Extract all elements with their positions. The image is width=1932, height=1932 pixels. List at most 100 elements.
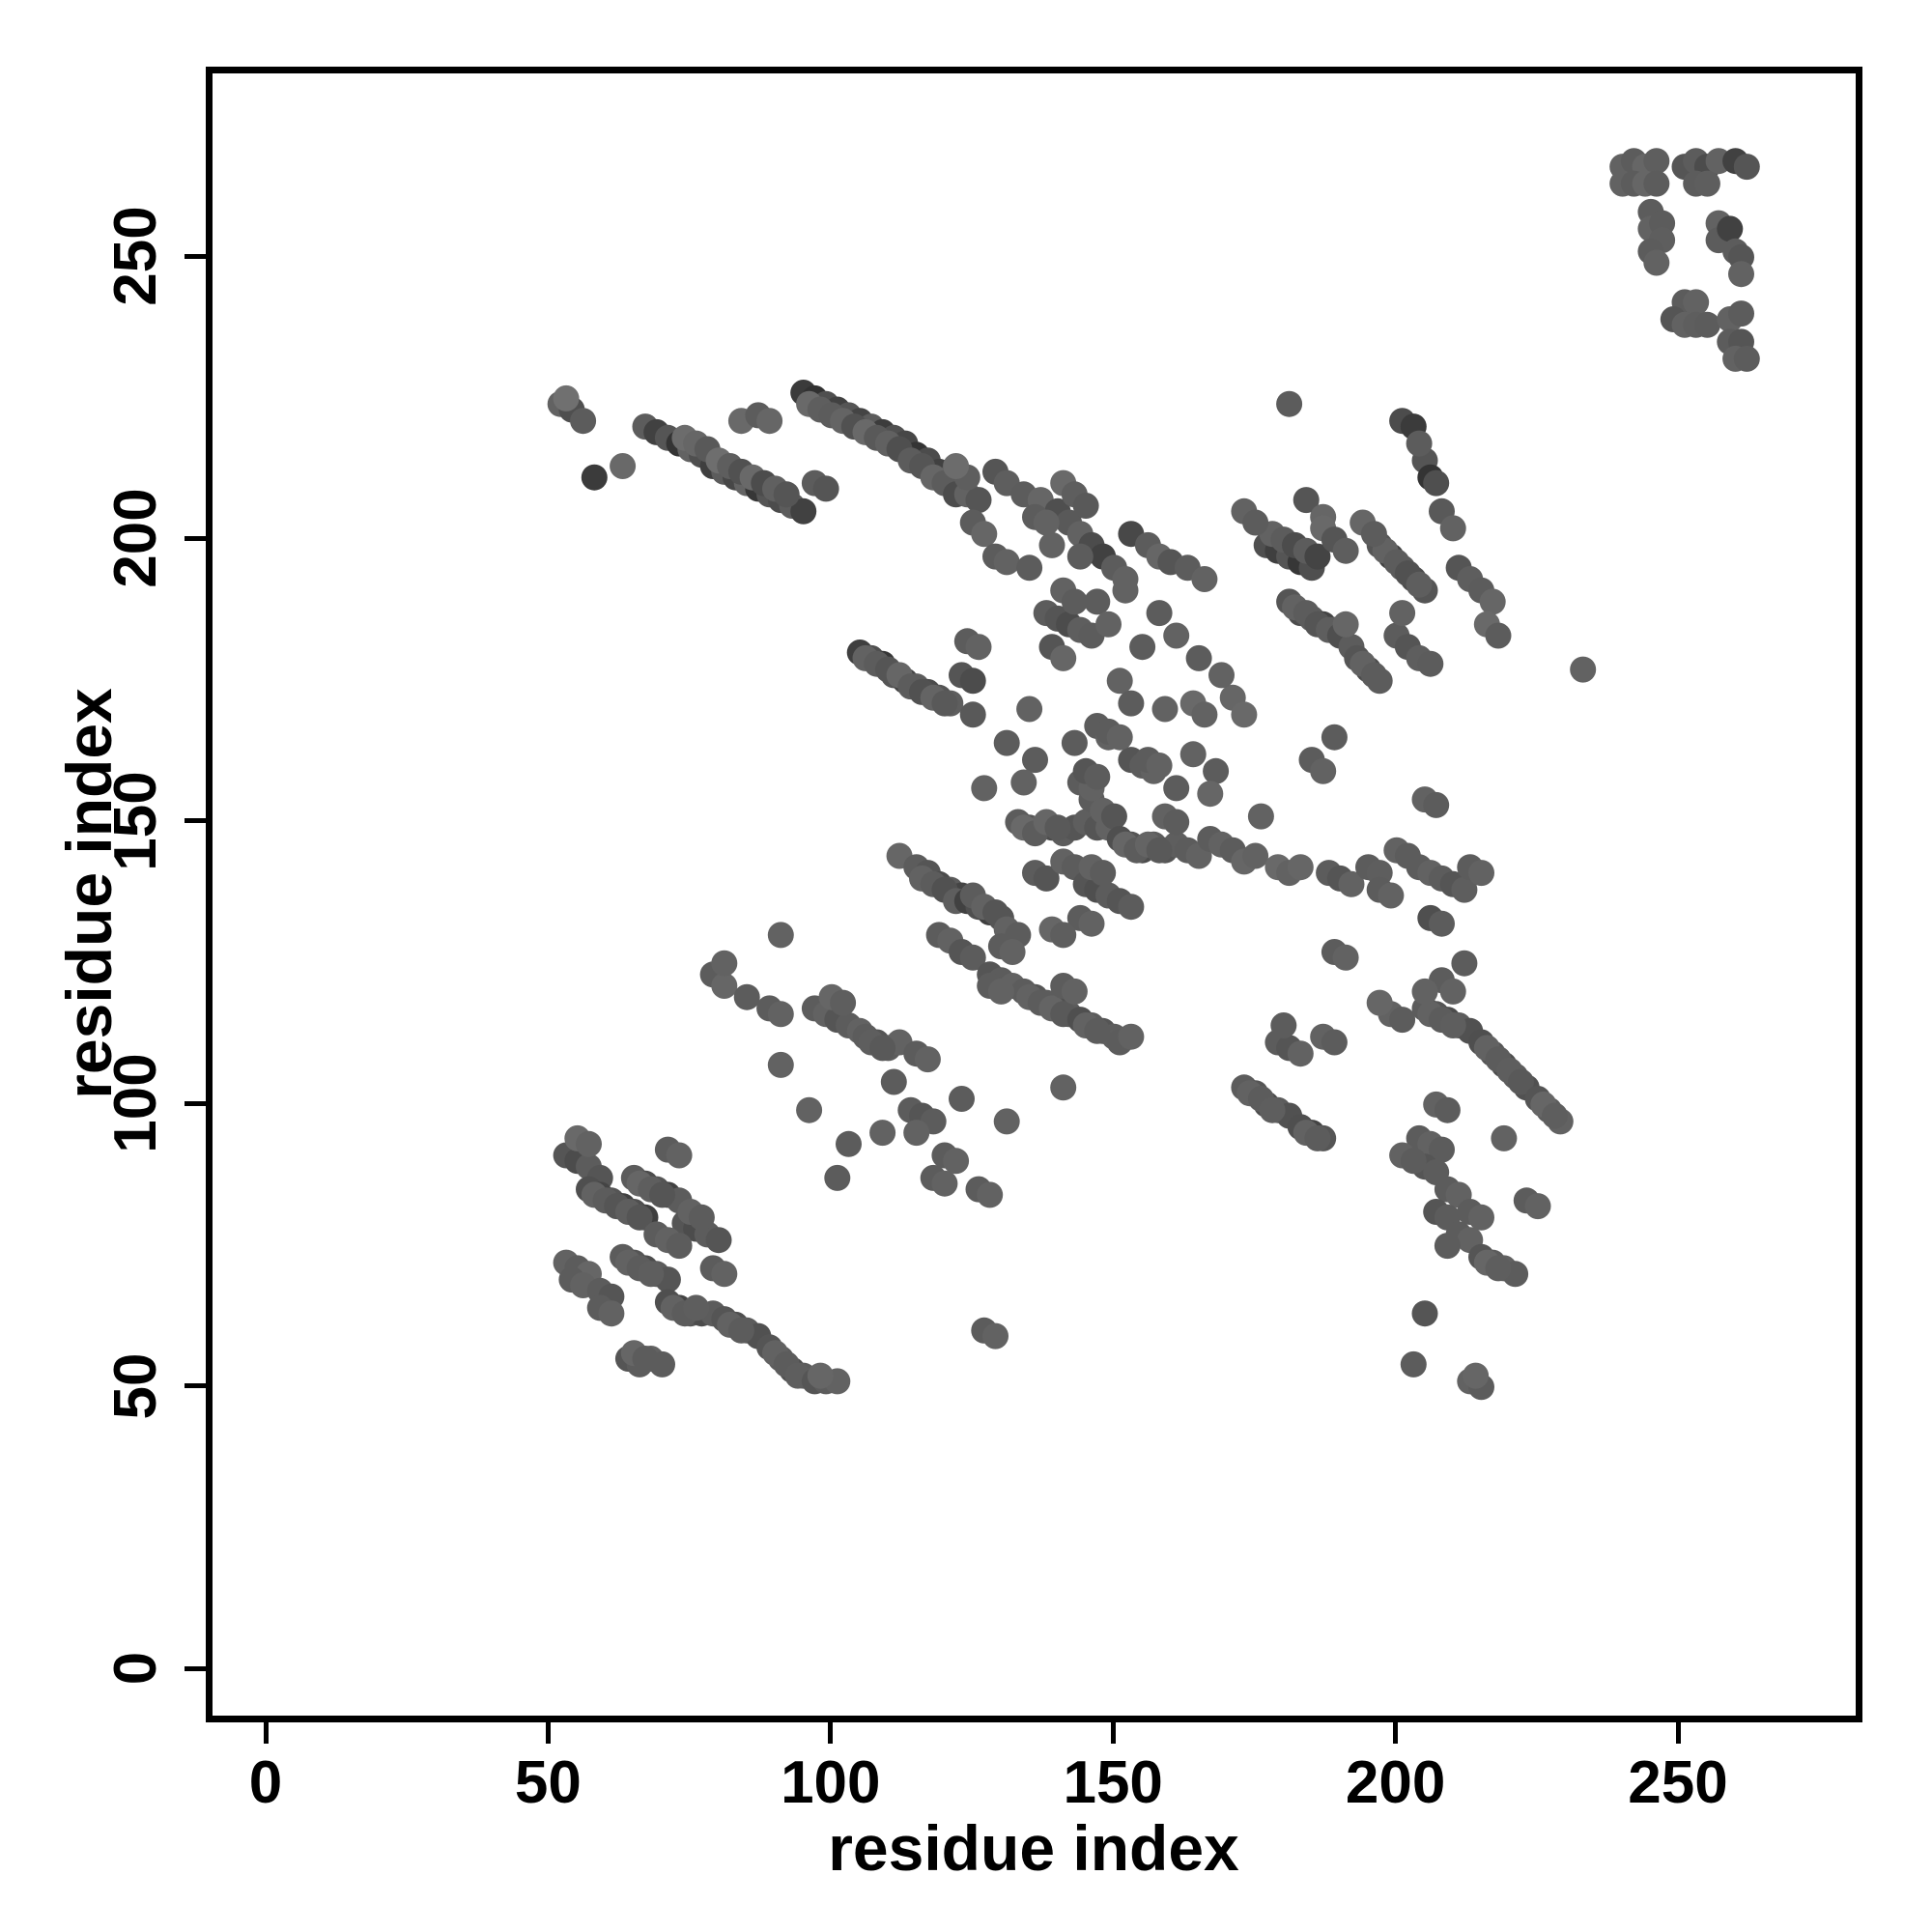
data-point xyxy=(1084,588,1111,615)
y-axis-tick xyxy=(185,1383,206,1389)
x-axis-tick xyxy=(1675,1722,1681,1744)
data-point xyxy=(965,634,992,661)
data-point xyxy=(666,1233,693,1260)
y-axis-tick xyxy=(185,1665,206,1671)
data-point xyxy=(1203,757,1230,784)
data-point xyxy=(727,1317,754,1344)
data-point xyxy=(1151,696,1179,723)
data-point xyxy=(1366,989,1393,1016)
data-point xyxy=(1129,634,1156,661)
data-point xyxy=(977,1181,1004,1208)
data-point xyxy=(1146,600,1173,627)
data-point xyxy=(1095,611,1122,638)
data-point xyxy=(1078,910,1105,937)
data-point xyxy=(1643,148,1670,175)
data-point xyxy=(914,1046,941,1073)
data-point xyxy=(1163,622,1190,649)
data-point xyxy=(632,1346,659,1372)
data-point xyxy=(943,453,970,479)
data-point xyxy=(1146,837,1173,864)
data-point xyxy=(598,1300,625,1327)
data-point xyxy=(576,1130,602,1157)
data-point xyxy=(1728,261,1754,288)
data-point xyxy=(711,950,738,977)
data-point xyxy=(993,549,1020,576)
data-point xyxy=(649,1181,675,1208)
data-point xyxy=(1016,696,1043,723)
x-axis-tick-label: 0 xyxy=(248,1749,283,1816)
data-point xyxy=(1231,701,1258,728)
data-point xyxy=(993,729,1020,756)
data-point xyxy=(1061,978,1088,1005)
data-point xyxy=(1400,1148,1427,1175)
data-point xyxy=(1106,724,1133,751)
data-point xyxy=(1439,1012,1466,1038)
data-point xyxy=(1451,950,1478,977)
data-point xyxy=(1270,1012,1297,1038)
data-point xyxy=(971,775,998,802)
data-point xyxy=(570,408,597,435)
data-point xyxy=(1163,809,1190,836)
data-point xyxy=(903,1120,930,1147)
data-point xyxy=(581,464,608,491)
data-point xyxy=(1010,769,1037,796)
data-point xyxy=(812,475,839,502)
data-point xyxy=(1208,662,1235,689)
x-axis-tick-label: 200 xyxy=(1345,1749,1446,1816)
data-point xyxy=(1242,509,1269,536)
plot-area xyxy=(206,67,1862,1722)
data-point xyxy=(666,1142,693,1169)
data-point xyxy=(1191,701,1218,728)
data-point xyxy=(1733,345,1760,372)
x-axis-tick-label: 50 xyxy=(514,1749,582,1816)
data-point xyxy=(1338,870,1365,897)
data-point xyxy=(1400,1350,1427,1378)
y-axis-tick-label: 200 xyxy=(102,488,169,589)
data-point xyxy=(1050,1074,1077,1101)
data-point xyxy=(987,978,1014,1005)
data-point xyxy=(1061,588,1088,615)
data-point xyxy=(993,1108,1020,1135)
y-axis-tick xyxy=(185,535,206,541)
y-axis-title: residue index xyxy=(53,688,125,1099)
data-point xyxy=(1118,690,1145,717)
data-point xyxy=(1072,493,1099,519)
data-point xyxy=(1434,1096,1461,1123)
data-point xyxy=(1197,781,1224,808)
x-axis-tick xyxy=(263,1722,269,1744)
data-point xyxy=(1038,531,1065,558)
data-point xyxy=(807,1362,834,1389)
x-axis-tick xyxy=(1110,1722,1116,1744)
data-point xyxy=(1491,1124,1518,1151)
data-point xyxy=(1310,757,1337,784)
data-point xyxy=(1423,469,1450,497)
data-point xyxy=(1389,600,1416,627)
data-point xyxy=(1643,170,1670,197)
data-point xyxy=(1293,487,1320,514)
y-axis-tick xyxy=(185,253,206,259)
data-point xyxy=(1411,1300,1438,1327)
scatter-points-layer xyxy=(213,73,1856,1716)
y-axis-tick-label: 0 xyxy=(102,1651,169,1686)
data-point xyxy=(1016,554,1043,582)
data-point xyxy=(688,1204,715,1231)
data-point xyxy=(1468,1204,1494,1231)
data-point xyxy=(943,1148,970,1175)
data-point xyxy=(1118,1023,1145,1050)
data-point xyxy=(1728,300,1754,327)
data-point xyxy=(1321,724,1348,751)
data-point xyxy=(1439,978,1466,1005)
data-point xyxy=(1247,803,1274,830)
data-point xyxy=(1429,910,1455,937)
data-point xyxy=(1242,842,1269,869)
data-point xyxy=(1259,1096,1286,1123)
data-point xyxy=(1033,865,1060,892)
data-point xyxy=(626,1204,653,1231)
data-point xyxy=(1084,763,1111,790)
data-point xyxy=(1423,791,1450,818)
data-point xyxy=(1485,1255,1512,1282)
data-point xyxy=(965,487,992,514)
data-point xyxy=(959,668,986,695)
data-point xyxy=(1179,741,1207,768)
data-point xyxy=(711,973,738,999)
